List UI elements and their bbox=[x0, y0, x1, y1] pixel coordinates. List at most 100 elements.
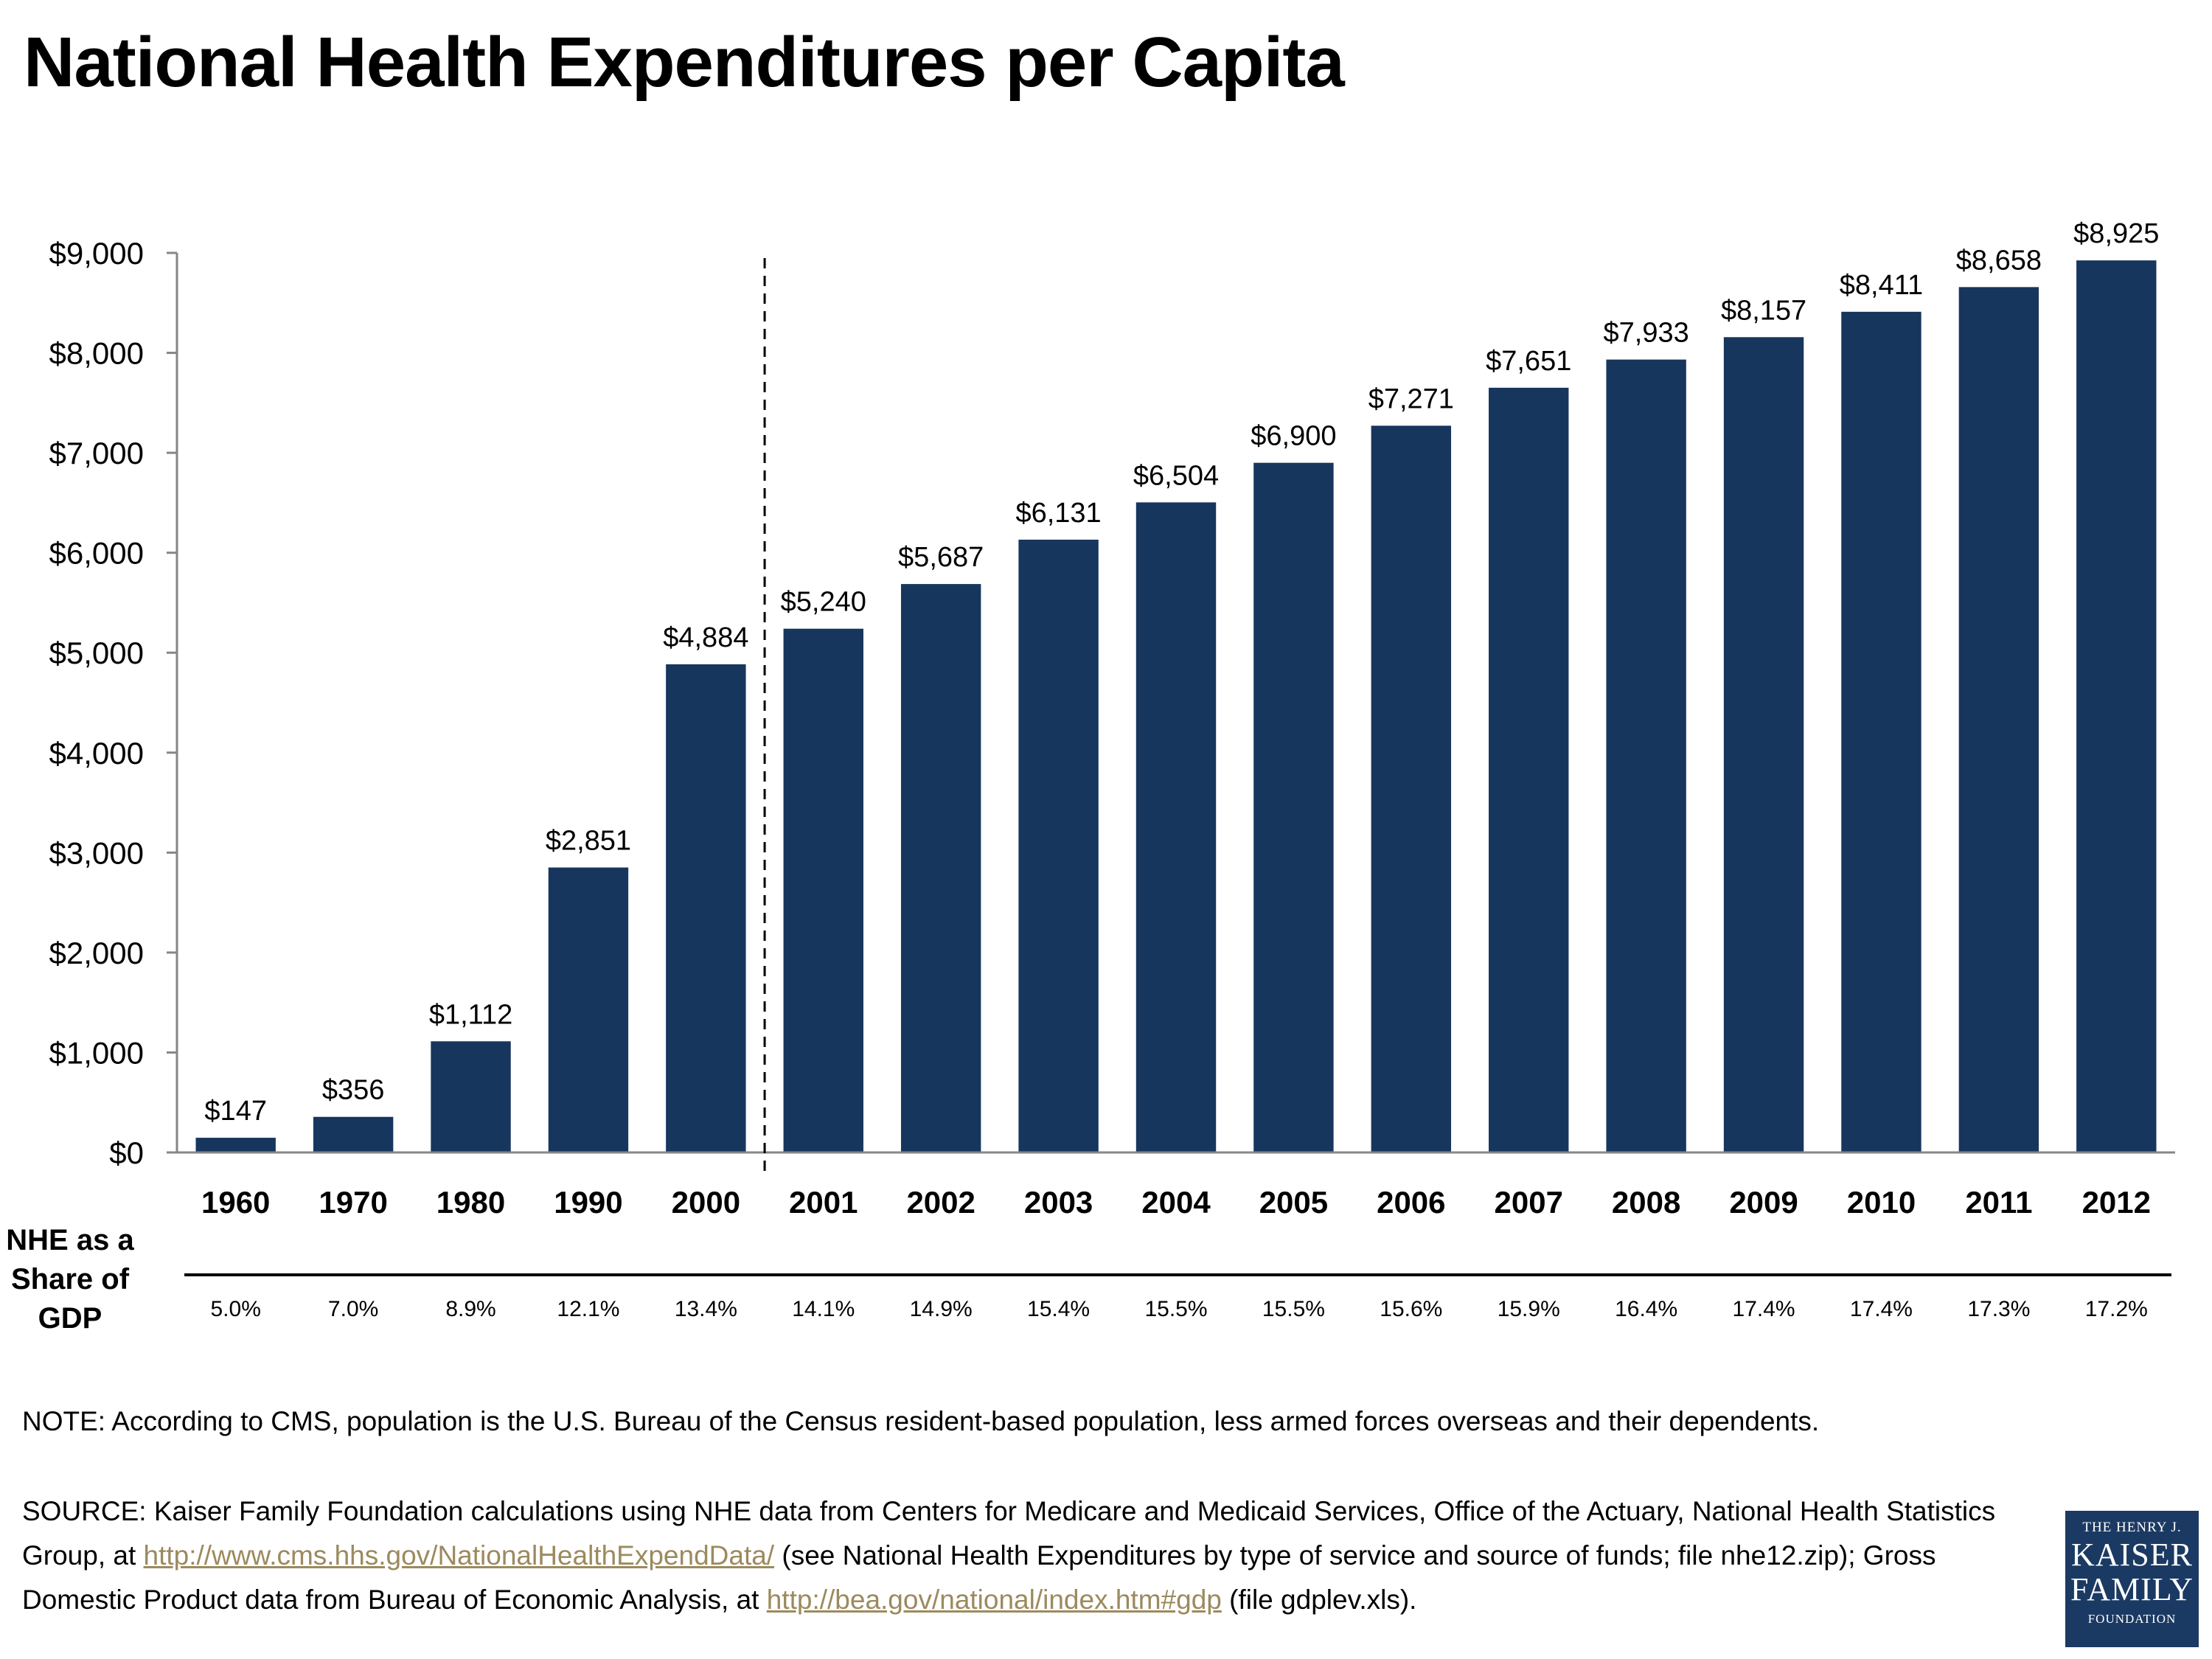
data-label: $8,411 bbox=[1840, 270, 1923, 301]
x-tick-label: 2002 bbox=[906, 1185, 975, 1220]
x-tick-label: 2005 bbox=[1259, 1185, 1328, 1220]
logo-line-2: KAISER bbox=[2071, 1537, 2193, 1573]
bar bbox=[1958, 287, 2039, 1152]
cms-link[interactable]: http://www.cms.hhs.gov/NationalHealthExp… bbox=[143, 1540, 775, 1571]
data-label: $7,651 bbox=[1486, 346, 1571, 377]
bar bbox=[1253, 462, 1334, 1152]
data-label: $6,131 bbox=[1015, 498, 1101, 529]
bar bbox=[313, 1116, 394, 1152]
bea-link[interactable]: http://bea.gov/national/index.htm#gdp bbox=[766, 1585, 1222, 1615]
data-label: $2,851 bbox=[546, 826, 631, 857]
y-tick-label: $2,000 bbox=[49, 936, 144, 970]
x-tick-label: 2001 bbox=[789, 1185, 858, 1220]
data-label: $356 bbox=[322, 1075, 385, 1106]
x-tick-label: 2010 bbox=[1847, 1185, 1916, 1220]
share-value: 7.0% bbox=[328, 1297, 378, 1321]
bar bbox=[1841, 311, 1921, 1152]
share-value: 17.4% bbox=[1733, 1297, 1795, 1321]
data-label: $4,884 bbox=[663, 622, 748, 653]
logo-line-1: THE HENRY J. bbox=[2082, 1520, 2182, 1535]
bar bbox=[431, 1041, 511, 1152]
x-tick-label: 2011 bbox=[1965, 1185, 2032, 1220]
bar bbox=[195, 1138, 276, 1152]
share-value: 8.9% bbox=[445, 1297, 495, 1321]
bar bbox=[1723, 337, 1804, 1153]
share-value: 13.4% bbox=[675, 1297, 737, 1321]
logo-line-3: FAMILY bbox=[2070, 1571, 2194, 1607]
bar bbox=[666, 664, 746, 1152]
share-row-label: GDP bbox=[38, 1302, 102, 1335]
y-tick-label: $3,000 bbox=[49, 835, 144, 870]
data-label: $5,240 bbox=[781, 587, 866, 618]
x-axis: 1960 1970 1980 1990 2000 2001 2002 2003 2004 2005… bbox=[177, 258, 2175, 1220]
share-value: 14.9% bbox=[910, 1297, 973, 1321]
y-axis: $0 $1,000 $2,000 $3,000 $4,000 $5,000 $6,000 $7… bbox=[49, 236, 178, 1170]
share-row-label: Share of bbox=[11, 1263, 130, 1295]
y-tick-label: $7,000 bbox=[49, 436, 144, 470]
share-value: 17.4% bbox=[1850, 1297, 1913, 1321]
x-tick-label: 2003 bbox=[1024, 1185, 1093, 1220]
x-tick-label: 1970 bbox=[319, 1185, 387, 1220]
bar bbox=[548, 867, 629, 1152]
bar bbox=[1135, 502, 1217, 1152]
share-value: 15.4% bbox=[1027, 1297, 1090, 1321]
note-text: NOTE: According to CMS, population is th… bbox=[22, 1406, 1820, 1436]
bar bbox=[783, 628, 863, 1152]
x-tick-label: 2008 bbox=[1612, 1185, 1680, 1220]
data-label: $6,900 bbox=[1251, 421, 1336, 452]
share-row-label: NHE as a bbox=[6, 1224, 134, 1256]
bar bbox=[1489, 387, 1569, 1152]
bar bbox=[1018, 539, 1099, 1152]
data-label: $7,271 bbox=[1368, 383, 1454, 414]
y-tick-label: $9,000 bbox=[49, 236, 144, 271]
data-label: $8,658 bbox=[1956, 245, 2042, 276]
data-label: $147 bbox=[204, 1096, 267, 1127]
bar bbox=[2076, 260, 2157, 1153]
data-labels: $147 $356 $1,112 $2,851 $4,884 $5,240 $5,687 $6… bbox=[204, 218, 2159, 1127]
y-tick-label: $6,000 bbox=[49, 536, 144, 571]
page-title: National Health Expenditures per Capita bbox=[24, 23, 1345, 102]
share-of-gdp-row: 5.0% 7.0% 8.9% 12.1% 13.4% 14.1% 14.9% 15.4% 15.… bbox=[6, 1224, 2171, 1335]
x-tick-label: 2000 bbox=[672, 1185, 740, 1220]
data-label: $1,112 bbox=[429, 999, 512, 1030]
data-label: $6,504 bbox=[1133, 460, 1219, 491]
x-tick-label: 2004 bbox=[1141, 1185, 1211, 1220]
share-value: 16.4% bbox=[1615, 1297, 1677, 1321]
share-value: 17.2% bbox=[2085, 1297, 2148, 1321]
x-tick-label: 1980 bbox=[437, 1185, 505, 1220]
share-value: 15.5% bbox=[1262, 1297, 1325, 1321]
bar bbox=[1371, 425, 1452, 1152]
share-value: 5.0% bbox=[211, 1297, 261, 1321]
share-value: 17.3% bbox=[1967, 1297, 2030, 1321]
x-tick-label: 1960 bbox=[201, 1185, 270, 1220]
bar bbox=[1606, 359, 1686, 1152]
source-text-part2: (see National Health Expenditures by typ… bbox=[22, 1540, 1936, 1615]
y-tick-label: $0 bbox=[109, 1135, 144, 1170]
bar bbox=[900, 584, 981, 1152]
logo-line-4: FOUNDATION bbox=[2087, 1612, 2177, 1626]
data-label: $8,925 bbox=[2073, 218, 2159, 249]
bar-chart: $0 $1,000 $2,000 $3,000 $4,000 $5,000 $6,000 $7… bbox=[6, 218, 2175, 1335]
data-label: $7,933 bbox=[1604, 318, 1689, 349]
source-text-part1: SOURCE: Kaiser Family Foundation calcula… bbox=[22, 1496, 1996, 1571]
bars bbox=[195, 260, 2157, 1153]
y-tick-label: $8,000 bbox=[49, 336, 144, 371]
data-label: $8,157 bbox=[1721, 295, 1806, 326]
x-tick-label: 2009 bbox=[1729, 1185, 1798, 1220]
x-tick-label: 2012 bbox=[2082, 1185, 2151, 1220]
y-tick-label: $1,000 bbox=[49, 1035, 144, 1070]
share-value: 15.6% bbox=[1380, 1297, 1442, 1321]
x-tick-label: 1990 bbox=[554, 1185, 622, 1220]
y-tick-label: $5,000 bbox=[49, 636, 144, 670]
y-tick-label: $4,000 bbox=[49, 736, 144, 771]
share-value: 15.9% bbox=[1498, 1297, 1560, 1321]
kaiser-family-foundation-logo: THE HENRY J. KAISER FAMILY FOUNDATION bbox=[2065, 1511, 2199, 1647]
source-text: SOURCE: Kaiser Family Foundation calcula… bbox=[22, 1489, 2013, 1622]
source-text-part3: (file gdplev.xls). bbox=[1221, 1585, 1417, 1615]
data-label: $5,687 bbox=[898, 542, 984, 573]
x-tick-label: 2006 bbox=[1377, 1185, 1445, 1220]
share-value: 14.1% bbox=[792, 1297, 855, 1321]
x-tick-label: 2007 bbox=[1495, 1185, 1563, 1220]
share-value: 15.5% bbox=[1144, 1297, 1207, 1321]
share-value: 12.1% bbox=[557, 1297, 619, 1321]
